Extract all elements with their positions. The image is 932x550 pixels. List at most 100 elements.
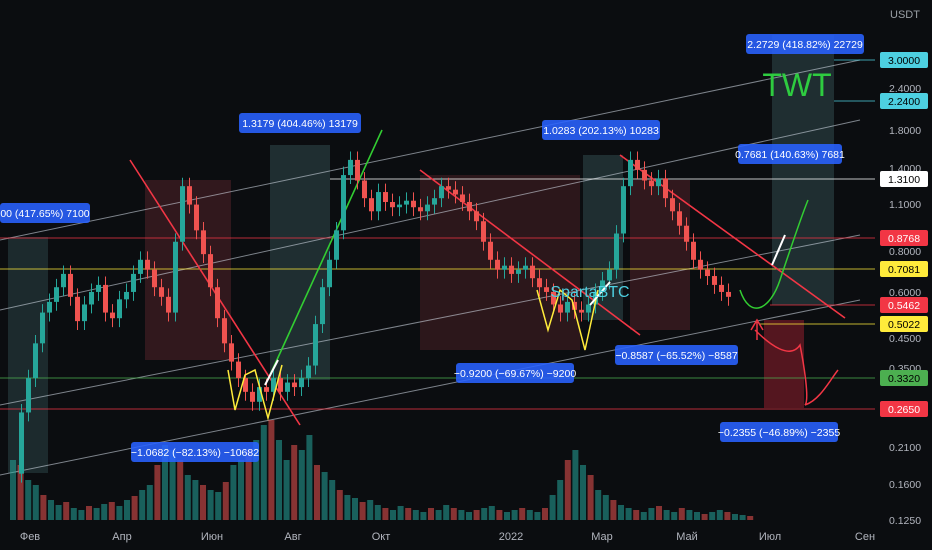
volume-bar bbox=[154, 465, 161, 520]
sketch-line bbox=[771, 234, 786, 266]
range-box bbox=[145, 180, 231, 360]
y-tick-label: 2.4000 bbox=[889, 83, 921, 95]
volume-bar bbox=[549, 495, 556, 520]
volume-bar bbox=[32, 485, 39, 520]
volume-bar bbox=[329, 480, 336, 520]
volume-bar bbox=[276, 440, 282, 520]
candle bbox=[565, 293, 570, 322]
volume-bar bbox=[192, 480, 199, 520]
candle bbox=[306, 357, 311, 388]
volume-bar bbox=[215, 492, 222, 520]
volume-bar bbox=[747, 516, 754, 520]
candle bbox=[285, 374, 290, 401]
volume-bar bbox=[162, 445, 168, 520]
volume-bar bbox=[93, 508, 100, 520]
volume-bar bbox=[101, 504, 108, 520]
svg-text:00 (417.65%) 7100: 00 (417.65%) 7100 bbox=[0, 208, 89, 220]
svg-text:2.2729 (418.82%) 22729: 2.2729 (418.82%) 22729 bbox=[747, 39, 863, 51]
candle bbox=[376, 183, 381, 221]
volume-bar bbox=[686, 510, 693, 520]
price-tag: 0.3320 bbox=[880, 370, 928, 386]
candle bbox=[537, 269, 542, 297]
volume-bar bbox=[534, 512, 541, 520]
volume-bar bbox=[352, 498, 358, 520]
measure-annotation: 0.7681 (140.63%) 7681 bbox=[735, 144, 845, 164]
volume-bar bbox=[336, 490, 343, 520]
svg-text:3.0000: 3.0000 bbox=[888, 55, 920, 67]
price-tag: 1.3100 bbox=[880, 171, 928, 187]
candle bbox=[649, 172, 654, 196]
candle bbox=[607, 261, 612, 290]
volume-bar bbox=[17, 465, 24, 520]
volume-bar bbox=[595, 490, 602, 520]
volume-bar bbox=[359, 502, 366, 520]
candle bbox=[110, 304, 115, 328]
volume-bar bbox=[321, 472, 328, 520]
volume-bar bbox=[139, 490, 146, 520]
price-tag: 0.7081 bbox=[880, 261, 928, 277]
volume-bar bbox=[435, 510, 442, 520]
price-tag: 0.8768 bbox=[880, 230, 928, 246]
volume-bar bbox=[374, 505, 381, 520]
volume-bar bbox=[405, 508, 412, 520]
svg-text:−0.2355 (−46.89%) −2355: −0.2355 (−46.89%) −2355 bbox=[718, 427, 840, 439]
candle bbox=[544, 278, 549, 301]
volume-bar bbox=[314, 465, 320, 520]
volume-bar bbox=[458, 510, 465, 520]
sketch-line bbox=[264, 359, 279, 386]
candle bbox=[40, 304, 45, 353]
volume-bar bbox=[268, 420, 275, 520]
candle bbox=[495, 251, 500, 279]
channel-line bbox=[0, 119, 861, 311]
x-tick-label: Авг bbox=[284, 531, 301, 543]
candle bbox=[341, 166, 346, 240]
svg-text:1.3179 (404.46%) 13179: 1.3179 (404.46%) 13179 bbox=[242, 118, 358, 130]
candle bbox=[369, 189, 374, 221]
svg-text:0.3320: 0.3320 bbox=[888, 373, 920, 385]
candle bbox=[467, 193, 472, 221]
volume-bar bbox=[572, 450, 579, 520]
candle bbox=[19, 404, 24, 483]
y-tick-label: 0.6000 bbox=[889, 287, 921, 299]
volume-bar bbox=[663, 510, 670, 520]
candle bbox=[586, 296, 591, 322]
price-tags: 3.0000 2.2400 1.3100 0.8768 0.7081 0.5462 0.50… bbox=[880, 52, 928, 417]
volume-bar bbox=[177, 460, 184, 520]
candle bbox=[621, 177, 626, 243]
candle bbox=[54, 278, 59, 311]
candle bbox=[719, 276, 724, 301]
candle bbox=[320, 278, 325, 334]
y-tick-label: 0.8000 bbox=[889, 246, 921, 258]
measure-annotation: −0.9200 (−69.67%) −9200 bbox=[454, 363, 576, 383]
candle bbox=[432, 189, 437, 214]
volume-bar bbox=[511, 510, 518, 520]
candle bbox=[439, 177, 444, 208]
measure-annotation: 00 (417.65%) 7100 bbox=[0, 203, 90, 223]
x-tick-label: Июн bbox=[201, 531, 223, 543]
y-tick-label: 0.1600 bbox=[889, 479, 921, 491]
volume-bar bbox=[564, 460, 571, 520]
volume-bar bbox=[184, 475, 191, 520]
candle bbox=[516, 261, 521, 283]
candle bbox=[278, 369, 283, 401]
volume-bar bbox=[716, 510, 723, 520]
candle bbox=[173, 233, 178, 322]
y-tick-label: 0.4500 bbox=[889, 333, 921, 345]
candle bbox=[166, 288, 171, 322]
candle bbox=[453, 181, 458, 204]
candle bbox=[509, 257, 514, 283]
volume-bar bbox=[648, 508, 655, 520]
volume-bar bbox=[169, 450, 176, 520]
sketch-line bbox=[754, 329, 839, 406]
volume-bar bbox=[466, 512, 472, 520]
svg-text:1.0283 (202.13%) 10283: 1.0283 (202.13%) 10283 bbox=[543, 125, 659, 137]
volume-bar bbox=[245, 450, 252, 520]
x-tick-label: Сен bbox=[855, 531, 875, 543]
candle bbox=[600, 272, 605, 301]
candle bbox=[61, 265, 66, 297]
candle bbox=[523, 257, 528, 279]
candle bbox=[712, 267, 717, 294]
volume-bar bbox=[724, 512, 731, 520]
candle bbox=[68, 265, 73, 306]
candle bbox=[481, 212, 486, 251]
